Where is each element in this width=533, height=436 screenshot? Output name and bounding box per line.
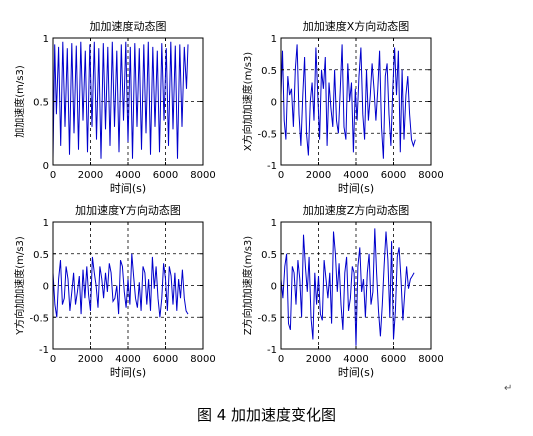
y-tick-label: 1 bbox=[43, 218, 49, 229]
series-line bbox=[280, 44, 416, 159]
x-tick-label: 4000 bbox=[115, 170, 140, 181]
x-tick-label: 2000 bbox=[306, 354, 331, 365]
y-tick-label: 0.5 bbox=[261, 66, 277, 77]
x-axis-label: 时间(s) bbox=[110, 366, 146, 379]
series-line bbox=[280, 228, 415, 346]
paragraph-mark: ↵ bbox=[504, 383, 513, 394]
x-axis-label: 时间(s) bbox=[338, 182, 374, 195]
x-tick-label: 8000 bbox=[190, 354, 215, 365]
series-line bbox=[52, 253, 189, 318]
x-tick-label: 0 bbox=[50, 354, 56, 365]
chart-panel-jerk-x: 0 2000 4000 6000 8000 -1 -0.5 0 0.5 1 加加速度X方向动态图时间… bbox=[241, 19, 444, 195]
chart-panel-jerk-z: 0 2000 4000 6000 8000 -1 -0.5 0 0.5 1 加加速度Z方向动态图时间… bbox=[241, 203, 444, 379]
x-tick-label: 2000 bbox=[306, 170, 331, 181]
chart-title: 加加速度Z方向动态图 bbox=[303, 203, 410, 217]
x-tick-label: 2000 bbox=[78, 354, 103, 365]
y-axis-label: X方向加加速度(m/s3) bbox=[241, 52, 254, 151]
x-tick-label: 4000 bbox=[343, 354, 368, 365]
y-axis-label: Y方向加加速度(m/s3) bbox=[13, 236, 26, 336]
x-tick-label: 0 bbox=[50, 170, 56, 181]
series-line bbox=[52, 41, 189, 159]
x-tick-label: 0 bbox=[278, 170, 284, 181]
x-tick-label: 2000 bbox=[78, 170, 103, 181]
x-tick-label: 6000 bbox=[153, 354, 178, 365]
y-tick-label: 0.5 bbox=[261, 250, 277, 261]
y-tick-label: -1 bbox=[39, 345, 49, 356]
x-tick-label: 4000 bbox=[115, 354, 140, 365]
y-tick-label: -0.5 bbox=[257, 129, 277, 140]
y-axis-label: 加加速度(m/s3) bbox=[13, 65, 26, 138]
x-tick-label: 8000 bbox=[418, 170, 443, 181]
y-tick-label: 1 bbox=[271, 34, 277, 45]
y-axis-label: Z方向加加速度(m/s3) bbox=[241, 236, 254, 335]
chart-title: 加加速度Y方向动态图 bbox=[75, 203, 181, 217]
y-tick-label: 0.5 bbox=[33, 250, 49, 261]
x-axis-label: 时间(s) bbox=[338, 366, 374, 379]
x-tick-label: 8000 bbox=[190, 170, 215, 181]
x-tick-label: 6000 bbox=[381, 170, 406, 181]
y-tick-label: -1 bbox=[267, 345, 277, 356]
y-tick-label: 0.5 bbox=[33, 98, 49, 109]
y-tick-label: -0.5 bbox=[29, 313, 49, 324]
chart-panel-jerk-y: 0 2000 4000 6000 8000 -1 -0.5 0 0.5 1 加加速度Y方向动态图时间… bbox=[13, 203, 216, 379]
y-tick-label: -1 bbox=[267, 161, 277, 172]
x-tick-label: 4000 bbox=[343, 170, 368, 181]
x-tick-label: 8000 bbox=[418, 354, 443, 365]
x-axis-label: 时间(s) bbox=[110, 182, 146, 195]
x-tick-label: 6000 bbox=[381, 354, 406, 365]
y-tick-label: 0 bbox=[271, 282, 277, 293]
y-tick-label: -0.5 bbox=[257, 313, 277, 324]
y-tick-label: 1 bbox=[43, 34, 49, 45]
x-tick-label: 0 bbox=[278, 354, 284, 365]
chart-title: 加加速度动态图 bbox=[90, 19, 167, 33]
y-tick-label: 0 bbox=[43, 161, 49, 172]
y-tick-label: 0 bbox=[43, 282, 49, 293]
x-tick-label: 6000 bbox=[153, 170, 178, 181]
figure-caption: 图 4 加加速度变化图 bbox=[196, 406, 337, 424]
chart-title: 加加速度X方向动态图 bbox=[303, 19, 410, 33]
y-tick-label: 1 bbox=[271, 218, 277, 229]
y-tick-label: 0 bbox=[271, 98, 277, 109]
